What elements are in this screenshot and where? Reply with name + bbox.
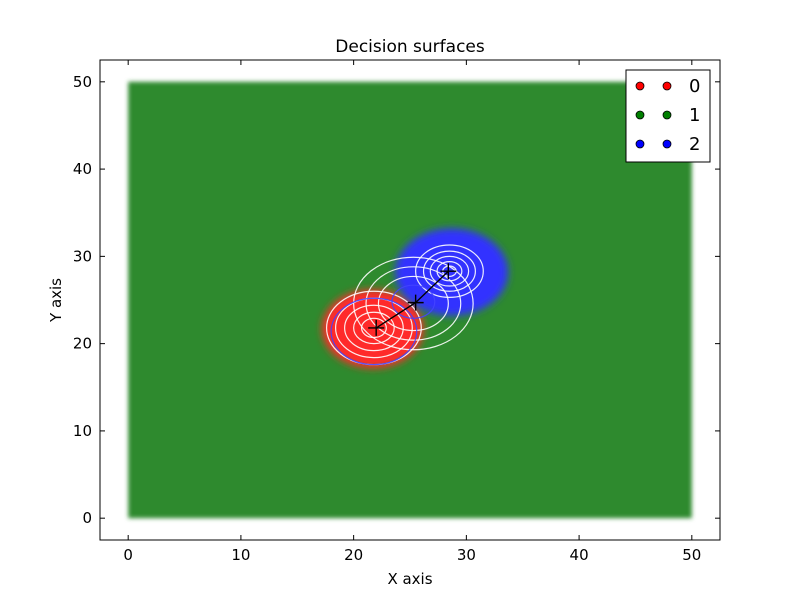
y-tick-label: 50 [73, 73, 92, 91]
legend-label-1: 1 [689, 105, 700, 126]
contour-line [415, 244, 484, 298]
legend-marker-1 [635, 110, 645, 120]
x-axis-ticks: 0 10 20 30 40 50 [123, 60, 701, 564]
contour-line [330, 297, 418, 366]
x-tick-label: 10 [231, 546, 250, 564]
legend-entry-2: 2 [635, 134, 700, 155]
y-tick-label: 40 [73, 160, 92, 178]
contour-line [353, 256, 474, 351]
axes-frame [99, 59, 721, 541]
legend-marker-2 [635, 139, 645, 149]
legend-entry-0: 0 [635, 76, 700, 97]
x-tick-label: 20 [344, 546, 363, 564]
legend-marker-1 [662, 110, 672, 120]
centroid-markers [368, 263, 457, 336]
contour-line [377, 275, 449, 332]
y-tick-label: 0 [82, 509, 92, 527]
chart-title: Decision surfaces [335, 37, 485, 57]
contour-line [365, 266, 462, 341]
x-tick-label: 50 [682, 546, 701, 564]
centroid-marker-class-0 [368, 319, 385, 336]
centroid-marker-class-1 [407, 294, 424, 311]
class-0-decision-region [322, 289, 424, 369]
legend-label-0: 0 [689, 76, 700, 97]
contour-lines [325, 244, 484, 366]
centroid-marker-class-2 [440, 263, 457, 280]
legend: 0 1 2 [625, 69, 711, 163]
y-tick-label: 30 [73, 247, 92, 265]
x-tick-label: 0 [123, 546, 133, 564]
x-tick-label: 40 [570, 546, 589, 564]
y-tick-label: 20 [73, 335, 92, 353]
legend-marker-2 [662, 139, 672, 149]
plot-area [128, 81, 692, 519]
legend-marker-0 [635, 81, 645, 91]
x-tick-label: 30 [457, 546, 476, 564]
legend-marker-0 [662, 81, 672, 91]
class-2-decision-region [395, 228, 509, 316]
y-axis-label: Y axis [47, 278, 65, 323]
y-tick-label: 10 [73, 422, 92, 440]
contour-line [422, 250, 476, 292]
contour-line [353, 311, 395, 345]
contour-line [391, 284, 436, 319]
legend-entry-1: 1 [635, 105, 700, 126]
contour-line [344, 304, 404, 352]
x-axis-label: X axis [387, 570, 432, 588]
legend-label-2: 2 [689, 134, 700, 155]
contour-line [429, 255, 470, 287]
